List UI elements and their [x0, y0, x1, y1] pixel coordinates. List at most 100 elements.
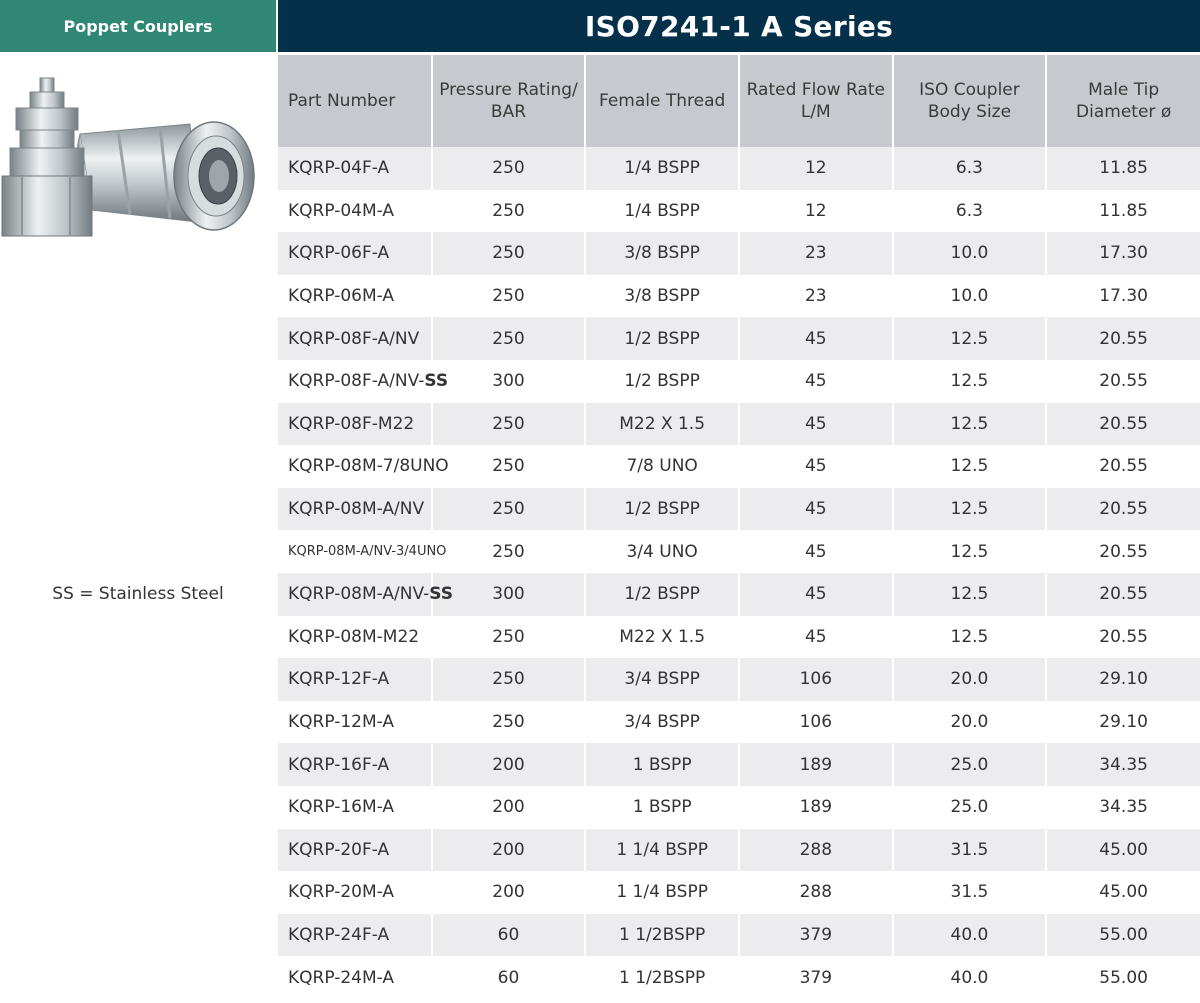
flow-cell: 12 [738, 189, 894, 233]
thread-cell: 1 1/2BSPP [585, 956, 740, 999]
thread-cell: 1/2 BSPP [585, 572, 740, 616]
pressure-cell: 300 [431, 359, 587, 403]
body-size-cell: 12.5 [892, 487, 1048, 531]
diameter-cell: 55.00 [1046, 956, 1200, 999]
flow-cell: 45 [738, 487, 894, 531]
table-row: KQRP-08F-M22 250 M22 X 1.5 45 12.5 20.55 [278, 402, 1200, 446]
table-row: KQRP-12F-A 250 3/4 BSPP 106 20.0 29.10 [278, 658, 1200, 701]
diameter-cell: 17.30 [1046, 232, 1200, 275]
flow-cell: 288 [738, 871, 894, 914]
table-row: KQRP-08M-A/NV 250 1/2 BSPP 45 12.5 20.55 [278, 487, 1200, 531]
flow-cell: 189 [738, 743, 894, 786]
body-size-cell: 6.3 [892, 147, 1048, 190]
pressure-cell: 250 [431, 402, 587, 446]
pressure-cell: 200 [431, 743, 587, 786]
table-header-row: Part Number Pressure Rating/ BAR Female … [278, 55, 1200, 147]
flow-cell: 23 [738, 232, 894, 275]
diameter-cell: 20.55 [1046, 615, 1200, 659]
diameter-cell: 34.35 [1046, 785, 1200, 829]
part-number: KQRP-08M-7/8UNO [288, 456, 449, 477]
diameter-cell: 17.30 [1046, 274, 1200, 318]
diameter-cell: 20.55 [1046, 572, 1200, 616]
flow-cell: 45 [738, 359, 894, 403]
body-size-cell: 31.5 [892, 828, 1048, 872]
pressure-cell: 60 [431, 956, 587, 999]
flow-cell: 288 [738, 828, 894, 872]
diameter-cell: 20.55 [1046, 487, 1200, 531]
pressure-cell: 250 [431, 189, 587, 233]
body-size-cell: 25.0 [892, 743, 1048, 786]
part-number-cell: KQRP-08F-M22 [278, 402, 433, 446]
table-row: KQRP-24F-A 60 1 1/2BSPP 379 40.0 55.00 [278, 913, 1200, 957]
thread-cell: 1 1/2BSPP [585, 913, 740, 957]
part-number: KQRP-08M-A/NV- [288, 584, 430, 605]
thread-cell: 1/2 BSPP [585, 359, 740, 403]
part-number-cell: KQRP-20M-A [278, 871, 433, 914]
pressure-cell: 250 [431, 487, 587, 531]
diameter-cell: 20.55 [1046, 445, 1200, 488]
body-size-cell: 12.5 [892, 615, 1048, 659]
thread-cell: 3/8 BSPP [585, 274, 740, 318]
flow-cell: 12 [738, 147, 894, 190]
body-size-cell: 31.5 [892, 871, 1048, 914]
flow-cell: 106 [738, 658, 894, 701]
thread-cell: 1 1/4 BSPP [585, 871, 740, 914]
body-size-cell: 40.0 [892, 956, 1048, 999]
part-number-cell: KQRP-12F-A [278, 658, 433, 701]
part-number: KQRP-16M-A [288, 797, 395, 818]
coupler-product-image [1, 77, 255, 237]
pressure-cell: 250 [431, 530, 587, 573]
table-row: KQRP-08M-A/NV-SS 300 1/2 BSPP 45 12.5 20.55 [278, 572, 1200, 616]
stainless-steel-note: SS = Stainless Steel [52, 584, 224, 604]
part-number: KQRP-16F-A [288, 754, 390, 775]
col-tip-diameter: Male Tip Diameter ø [1046, 55, 1200, 147]
pressure-cell: 200 [431, 785, 587, 829]
thread-cell: 1/2 BSPP [585, 317, 740, 360]
diameter-cell: 11.85 [1046, 189, 1200, 233]
part-number: KQRP-08F-M22 [288, 413, 415, 434]
thread-cell: 1 BSPP [585, 743, 740, 786]
part-number: KQRP-08M-A/NV-3/4UNO [288, 544, 447, 560]
pressure-cell: 60 [431, 913, 587, 957]
part-number-cell: KQRP-24M-A [278, 956, 433, 999]
pressure-cell: 200 [431, 828, 587, 872]
part-number-cell: KQRP-08F-A/NV-SS [278, 359, 448, 403]
part-number-cell: KQRP-08M-7/8UNO [278, 445, 449, 488]
flow-cell: 45 [738, 615, 894, 659]
part-number: KQRP-08F-A/NV- [288, 371, 425, 392]
thread-cell: M22 X 1.5 [585, 615, 740, 659]
coupler-spec-table: Part Number Pressure Rating/ BAR Female … [278, 55, 1200, 999]
table-row: KQRP-24M-A 60 1 1/2BSPP 379 40.0 55.00 [278, 956, 1200, 999]
diameter-cell: 20.55 [1046, 359, 1200, 403]
part-number-cell: KQRP-16M-A [278, 785, 433, 829]
body-size-cell: 12.5 [892, 402, 1048, 446]
part-number-cell: KQRP-24F-A [278, 913, 433, 957]
thread-cell: 1 BSPP [585, 785, 740, 829]
table-row: KQRP-08M-7/8UNO 250 7/8 UNO 45 12.5 20.55 [278, 445, 1200, 488]
body-size-cell: 12.5 [892, 445, 1048, 488]
table-row: KQRP-06M-A 250 3/8 BSPP 23 10.0 17.30 [278, 274, 1200, 318]
flow-cell: 45 [738, 572, 894, 616]
pressure-cell: 250 [431, 317, 587, 360]
flow-cell: 45 [738, 317, 894, 360]
table-row: KQRP-08F-A/NV 250 1/2 BSPP 45 12.5 20.55 [278, 317, 1200, 360]
thread-cell: 3/4 UNO [585, 530, 740, 573]
flow-cell: 189 [738, 785, 894, 829]
table-row: KQRP-16F-A 200 1 BSPP 189 25.0 34.35 [278, 743, 1200, 786]
part-number-cell: KQRP-12M-A [278, 700, 433, 744]
flow-cell: 23 [738, 274, 894, 318]
thread-cell: 3/4 BSPP [585, 700, 740, 744]
thread-cell: 3/8 BSPP [585, 232, 740, 275]
diameter-cell: 29.10 [1046, 700, 1200, 744]
diameter-cell: 29.10 [1046, 658, 1200, 701]
thread-cell: 7/8 UNO [585, 445, 740, 488]
part-number-cell: KQRP-08M-A/NV-SS [278, 572, 453, 616]
flow-cell: 106 [738, 700, 894, 744]
body-size-cell: 20.0 [892, 658, 1048, 701]
col-part-number: Part Number [278, 55, 433, 147]
part-number: KQRP-12F-A [288, 669, 390, 690]
body-size-cell: 25.0 [892, 785, 1048, 829]
pressure-cell: 250 [431, 658, 587, 701]
table-row: KQRP-06F-A 250 3/8 BSPP 23 10.0 17.30 [278, 232, 1200, 275]
thread-cell: 1/2 BSPP [585, 487, 740, 531]
